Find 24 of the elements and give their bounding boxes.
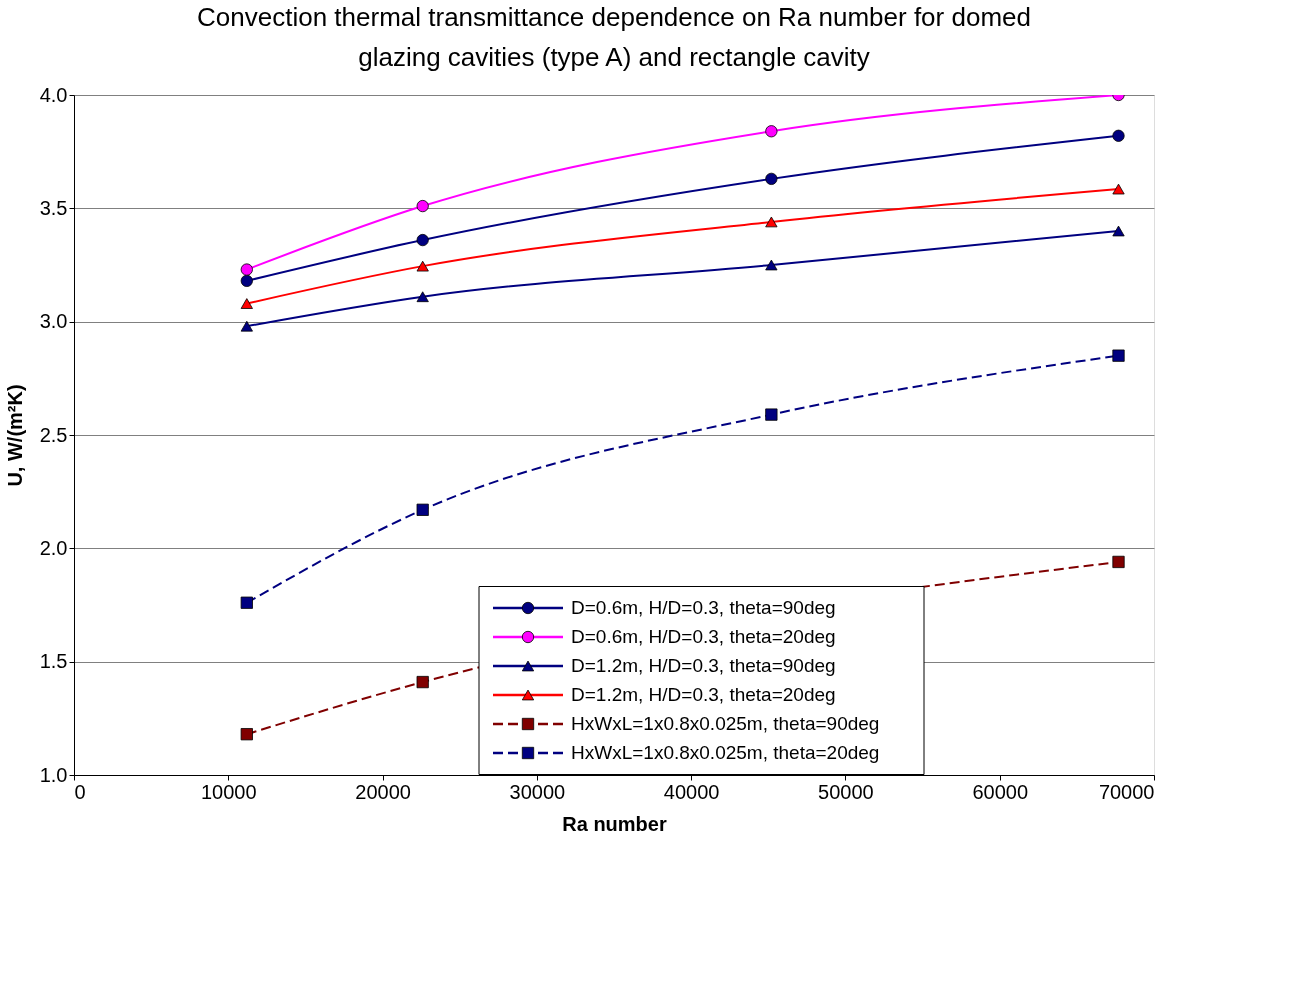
y-tick-label: 3.0 [39,310,68,333]
legend-label: D=1.2m, H/D=0.3, theta=20deg [571,684,836,705]
legend-label: HxWxL=1x0.8x0.025m, theta=20deg [571,742,880,763]
y-tick-label: 2.5 [39,423,68,446]
y-axis-title: U, W/(m²K) [3,384,26,487]
y-tick-label: 3.5 [39,196,68,219]
y-tick-label: 4.0 [39,83,68,106]
x-tick-label: 60000 [972,780,1029,803]
x-tick-label: 50000 [818,780,874,803]
y-tick-label: 2.0 [39,536,68,559]
legend-label: D=1.2m, H/D=0.3, theta=90deg [571,655,836,676]
legend-label: D=0.6m, H/D=0.3, theta=90deg [571,597,836,618]
x-tick-label: 40000 [663,780,720,803]
x-tick-label: 70000 [1098,780,1155,803]
legend-label: D=0.6m, H/D=0.3, theta=20deg [571,626,836,647]
chart-title: Convection thermal transmittance dependence on Ra number for domed glazing cavities (type A) and rectangle cavity [197,2,1031,72]
x-tick-label: 10000 [200,780,257,803]
x-tick-label: 20000 [355,780,411,803]
x-axis-title: Ra number [562,812,667,835]
x-tick-label: 30000 [509,780,566,803]
x-tick-label: 0 [74,780,86,803]
legend-label: HxWxL=1x0.8x0.025m, theta=90deg [571,713,880,734]
y-tick-label: 1.5 [39,650,68,673]
y-tick-label: 1.0 [39,763,68,786]
